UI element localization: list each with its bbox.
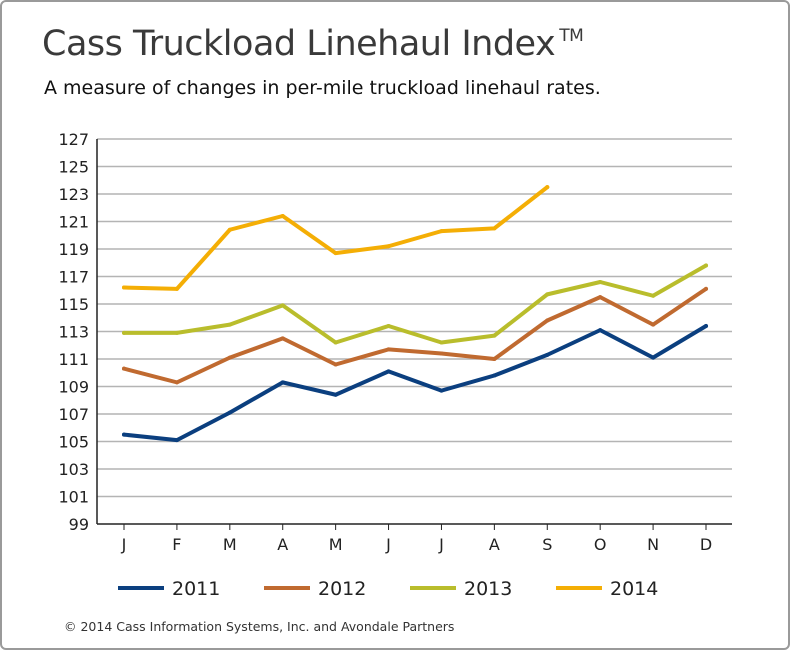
data-point-2011 [598,328,603,333]
x-tick-label: N [647,535,659,554]
x-tick-label: J [438,535,444,554]
y-tick-label: 117 [58,268,89,287]
y-tick-label: 113 [58,323,89,342]
data-point-2011 [280,380,285,385]
x-tick-label: F [172,535,181,554]
chart-title: Cass Truckload Linehaul Index TM [42,24,584,64]
y-tick-label: 125 [58,158,89,177]
data-point-2012 [492,357,497,361]
data-point-2013 [439,340,444,345]
series-line-2011 [122,324,708,443]
x-tick-label: M [223,535,237,554]
data-point-2012 [386,347,391,352]
y-tick-label: 123 [58,185,89,204]
x-tick-label: A [489,535,500,554]
y-tick-label: 99 [69,515,89,534]
data-point-2011 [174,438,179,443]
y-tick-label: 103 [58,460,89,479]
data-point-2012 [704,286,708,291]
data-point-2011 [704,324,708,328]
y-tick-label: 119 [58,240,89,259]
copyright: © 2014 Cass Information Systems, Inc. an… [64,619,455,634]
data-point-2014 [386,244,391,249]
y-tick-label: 111 [58,350,89,369]
data-point-2011 [386,369,391,374]
series-line-2014 [122,185,550,291]
data-point-2012 [333,362,338,367]
data-point-2014 [227,227,232,232]
data-point-2012 [227,355,232,360]
data-point-2011 [545,352,550,357]
legend-label-2013: 2013 [464,578,512,600]
chart-subtitle: A measure of changes in per-mile trucklo… [44,77,601,99]
data-point-2013 [386,324,391,328]
data-point-2011 [227,410,232,415]
data-point-2013 [651,293,656,298]
x-tick-label: A [277,535,288,554]
y-tick-label: 115 [58,295,89,314]
data-point-2014 [122,285,126,290]
data-point-2011 [492,373,497,378]
data-point-2012 [122,366,126,371]
data-point-2012 [280,336,285,341]
y-tick-label: 109 [58,378,89,397]
data-point-2014 [439,229,444,234]
legend-label-2014: 2014 [610,578,658,600]
data-point-2011 [333,392,338,397]
y-tick-label: 107 [58,405,89,424]
data-point-2014 [333,251,338,256]
legend-label-2012: 2012 [318,578,366,600]
data-point-2011 [651,355,656,360]
data-point-2012 [651,322,656,327]
x-tick-label: D [700,535,712,554]
data-point-2011 [122,432,126,437]
data-point-2012 [439,351,444,356]
y-tick-label: 105 [58,433,89,452]
data-point-2013 [492,333,497,338]
data-point-2013 [598,280,603,284]
x-tick-label: O [594,535,607,554]
data-point-2014 [174,286,179,291]
trademark: TM [559,26,584,46]
data-point-2013 [227,322,232,327]
y-tick-label: 127 [58,130,89,149]
data-point-2011 [439,388,444,393]
data-point-2013 [704,263,708,268]
x-tick-label: J [121,535,127,554]
data-point-2012 [545,318,550,323]
data-point-2012 [174,380,179,385]
data-point-2013 [545,292,550,297]
data-point-2013 [280,303,285,308]
series-line-2013 [122,263,708,345]
x-tick-label: S [542,535,552,554]
x-tick-label: M [329,535,343,554]
data-point-2013 [174,330,179,335]
data-point-2013 [333,340,338,345]
series-line-2012 [122,286,708,385]
legend-label-2011: 2011 [172,578,220,600]
x-tick-label: J [385,535,391,554]
y-tick-label: 121 [58,213,89,232]
y-tick-label: 101 [58,488,89,507]
data-point-2014 [280,214,285,218]
data-point-2013 [122,330,126,335]
data-point-2014 [545,185,550,190]
data-point-2012 [598,295,603,300]
data-point-2014 [492,226,497,231]
